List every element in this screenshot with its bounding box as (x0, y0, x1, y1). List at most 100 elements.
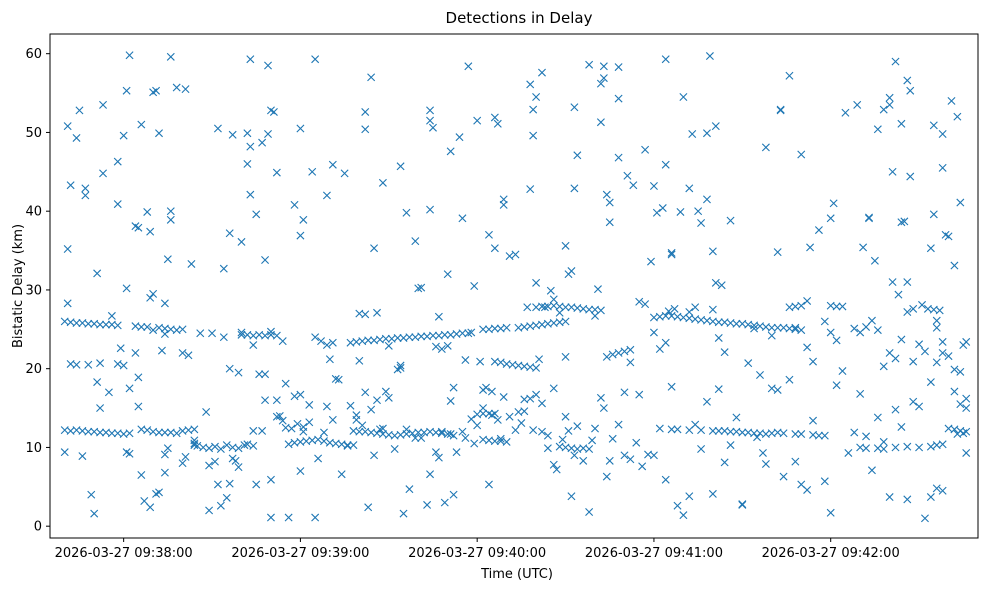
data-point-marker (962, 394, 971, 403)
data-point-marker (464, 62, 473, 71)
data-point-marker (426, 205, 435, 214)
data-point-marker (826, 508, 835, 517)
data-point-marker (143, 426, 152, 435)
data-point-marker (149, 289, 158, 298)
data-point-marker (897, 218, 906, 227)
data-point-marker (299, 422, 308, 431)
data-point-marker (107, 311, 116, 320)
data-point-marker (649, 328, 658, 337)
data-point-marker (258, 138, 267, 147)
data-point-marker (909, 357, 918, 366)
data-point-marker (915, 340, 924, 349)
data-point-marker (511, 426, 520, 435)
data-point-marker (767, 323, 776, 332)
data-point-marker (926, 378, 935, 387)
data-point-marker (649, 451, 658, 460)
data-point-marker (426, 106, 435, 115)
data-point-marker (950, 261, 959, 270)
data-point-marker (187, 259, 196, 268)
data-point-marker (434, 312, 443, 321)
data-point-marker (467, 415, 476, 424)
data-point-marker (458, 329, 467, 338)
data-point-marker (626, 345, 635, 354)
data-point-marker (717, 281, 726, 290)
data-point-marker (196, 329, 205, 338)
data-point-marker (767, 384, 776, 393)
data-point-marker (614, 420, 623, 429)
data-point-marker (711, 278, 720, 287)
data-point-marker (652, 208, 661, 217)
data-point-marker (732, 413, 741, 422)
data-point-marker (96, 428, 105, 437)
data-point-marker (661, 338, 670, 347)
data-point-marker (779, 472, 788, 481)
data-point-marker (585, 60, 594, 69)
data-point-marker (243, 129, 252, 138)
data-point-marker (711, 122, 720, 131)
data-point-marker (641, 300, 650, 309)
y-tick-label: 20 (25, 362, 42, 377)
data-point-marker (647, 257, 655, 266)
data-point-marker (803, 343, 812, 352)
data-point-marker (705, 52, 714, 61)
data-point-marker (720, 348, 729, 357)
data-point-marker (234, 368, 243, 377)
data-point-marker (343, 441, 352, 450)
data-point-marker (602, 472, 611, 481)
data-point-marker (278, 337, 287, 346)
data-point-marker (567, 267, 576, 276)
data-point-marker (99, 100, 108, 109)
data-point-marker (411, 433, 420, 442)
data-point-marker (487, 411, 496, 420)
data-point-marker (222, 441, 231, 450)
data-point-marker (246, 142, 255, 151)
data-point-marker (697, 219, 706, 227)
data-point-marker (155, 129, 163, 138)
data-point-marker (661, 160, 670, 169)
data-point-marker (243, 159, 252, 168)
data-point-marker (909, 397, 918, 406)
data-point-marker (879, 445, 888, 454)
data-point-marker (540, 303, 549, 312)
data-point-marker (535, 355, 544, 364)
data-point-marker (844, 448, 853, 457)
data-point-marker (694, 207, 703, 216)
data-point-marker (738, 428, 747, 437)
data-point-marker (838, 302, 847, 311)
data-point-marker (296, 390, 305, 399)
data-point-marker (72, 133, 81, 142)
data-point-marker (63, 299, 72, 308)
data-point-marker (210, 457, 219, 466)
data-point-marker (632, 438, 641, 447)
data-point-marker (614, 63, 623, 72)
data-point-marker (944, 424, 953, 433)
data-point-marker (614, 348, 623, 357)
data-point-marker (546, 286, 555, 295)
data-point-marker (561, 412, 570, 421)
data-point-marker (532, 93, 541, 101)
data-point-marker (225, 479, 234, 488)
data-point-marker (358, 421, 367, 430)
data-point-marker (484, 230, 493, 239)
data-point-marker (78, 452, 87, 461)
data-point-marker (673, 501, 682, 510)
data-point-marker (549, 460, 558, 469)
data-point-marker (620, 451, 629, 460)
data-point-marker (384, 341, 393, 350)
data-point-marker (84, 427, 93, 436)
data-point-marker (75, 106, 84, 115)
data-point-marker (909, 304, 918, 313)
data-point-marker (166, 207, 175, 216)
data-point-marker (573, 151, 582, 160)
data-point-marker (216, 445, 225, 454)
data-point-marker (932, 484, 941, 493)
data-point-marker (249, 341, 258, 350)
data-point-marker (649, 181, 658, 190)
data-point-marker (328, 160, 337, 169)
data-point-marker (343, 441, 352, 450)
x-tick-label: 2026-03-27 09:42:00 (762, 546, 900, 561)
data-point-marker (750, 429, 759, 438)
data-point-marker (903, 76, 912, 85)
data-point-marker (479, 325, 488, 334)
